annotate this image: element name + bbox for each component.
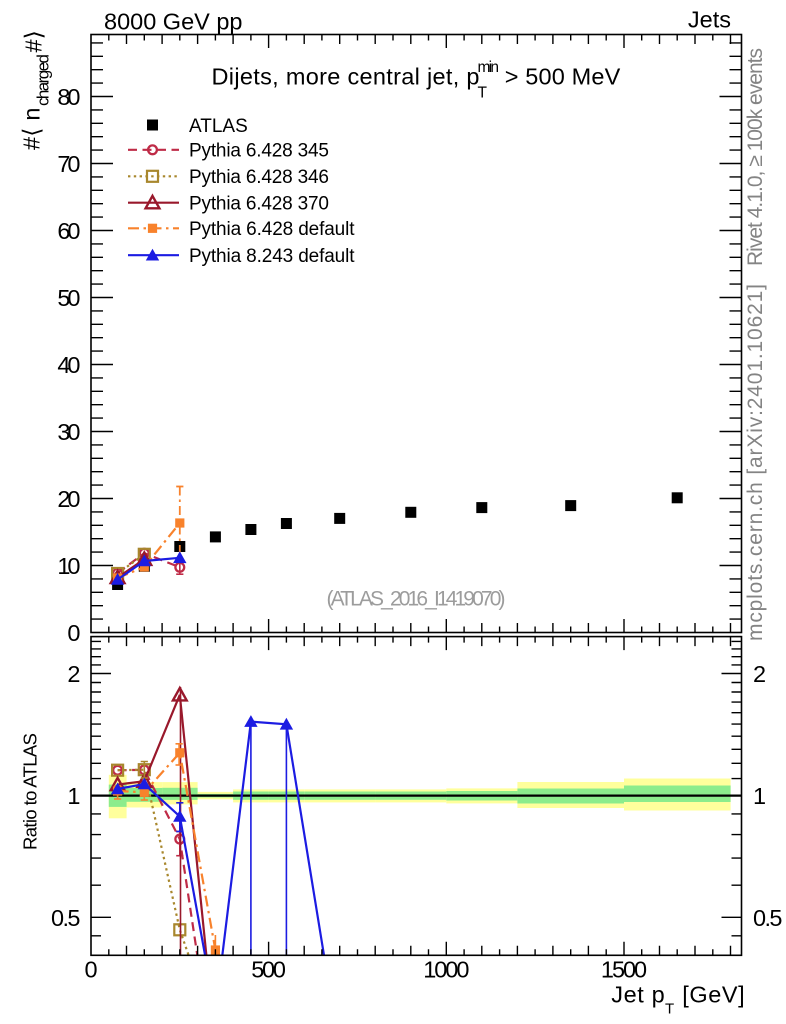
svg-text:min: min xyxy=(478,59,500,76)
svg-text:[GeV]: [GeV] xyxy=(682,981,744,1007)
svg-text:60: 60 xyxy=(57,218,80,244)
svg-text:30: 30 xyxy=(57,419,80,445)
svg-text:Pythia 6.428 370: Pythia 6.428 370 xyxy=(189,194,329,215)
svg-text:0.5: 0.5 xyxy=(753,905,783,931)
svg-text:8000 GeV pp: 8000 GeV pp xyxy=(104,9,243,35)
svg-text:0: 0 xyxy=(84,957,97,983)
svg-text:Pythia 6.428 default: Pythia 6.428 default xyxy=(189,219,355,240)
svg-text:2: 2 xyxy=(753,661,766,687)
svg-text:ATLAS: ATLAS xyxy=(189,116,248,137)
svg-text:> 500 MeV: > 500 MeV xyxy=(505,64,621,90)
svg-text:Pythia 8.243 default: Pythia 8.243 default xyxy=(189,246,355,267)
svg-text:20: 20 xyxy=(57,486,80,512)
svg-text:Ratio to ATLAS: Ratio to ATLAS xyxy=(20,733,41,850)
svg-text:0.5: 0.5 xyxy=(51,905,81,931)
svg-text:80: 80 xyxy=(57,84,80,110)
svg-text:#⟨ n: #⟨ n xyxy=(19,108,45,151)
svg-text:1: 1 xyxy=(67,783,80,809)
svg-text:charged: charged xyxy=(34,54,53,106)
svg-text:2: 2 xyxy=(67,661,80,687)
svg-text:Dijets, more central jet, p: Dijets, more central jet, p xyxy=(212,64,480,90)
svg-text:70: 70 xyxy=(57,151,80,177)
svg-text:#⟩: #⟩ xyxy=(21,30,47,52)
svg-text:Jet p: Jet p xyxy=(611,981,665,1007)
svg-text:(ATLAS_2016_I1419070): (ATLAS_2016_I1419070) xyxy=(327,588,506,611)
svg-text:50: 50 xyxy=(57,285,80,311)
svg-text:T: T xyxy=(665,1001,674,1018)
svg-text:Rivet 4.1.0, ≥ 100k events: Rivet 4.1.0, ≥ 100k events xyxy=(744,48,767,266)
svg-text:T: T xyxy=(478,84,488,101)
svg-text:Jets: Jets xyxy=(688,7,731,33)
svg-text:1500: 1500 xyxy=(601,957,647,983)
svg-text:1: 1 xyxy=(753,783,766,809)
svg-text:10: 10 xyxy=(57,553,80,579)
svg-text:500: 500 xyxy=(251,957,286,983)
svg-text:Pythia 6.428 345: Pythia 6.428 345 xyxy=(189,141,329,162)
svg-text:Pythia 6.428 346: Pythia 6.428 346 xyxy=(189,167,329,188)
svg-text:40: 40 xyxy=(57,352,80,378)
svg-text:1000: 1000 xyxy=(423,957,469,983)
svg-text:0: 0 xyxy=(67,620,80,646)
svg-text:mcplots.cern.ch [arXiv:2401.10: mcplots.cern.ch [arXiv:2401.10621] xyxy=(744,284,767,641)
